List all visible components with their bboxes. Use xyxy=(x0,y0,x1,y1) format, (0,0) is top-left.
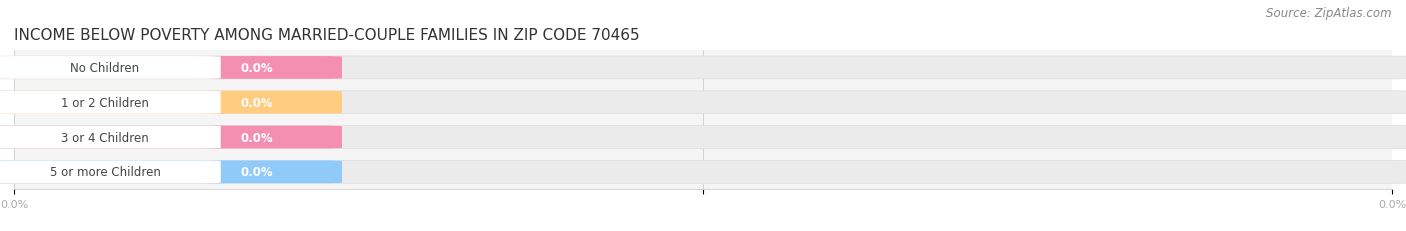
Text: Source: ZipAtlas.com: Source: ZipAtlas.com xyxy=(1267,7,1392,20)
FancyBboxPatch shape xyxy=(0,57,1406,79)
FancyBboxPatch shape xyxy=(0,91,342,114)
FancyBboxPatch shape xyxy=(0,126,221,149)
FancyBboxPatch shape xyxy=(0,161,1406,183)
FancyBboxPatch shape xyxy=(0,57,342,79)
FancyBboxPatch shape xyxy=(0,91,1406,114)
FancyBboxPatch shape xyxy=(0,57,221,79)
Text: 0.0%: 0.0% xyxy=(240,62,273,75)
Text: 0.0%: 0.0% xyxy=(240,96,273,109)
FancyBboxPatch shape xyxy=(0,161,221,183)
Text: No Children: No Children xyxy=(70,62,139,75)
Text: 0.0%: 0.0% xyxy=(240,166,273,179)
Text: INCOME BELOW POVERTY AMONG MARRIED-COUPLE FAMILIES IN ZIP CODE 70465: INCOME BELOW POVERTY AMONG MARRIED-COUPL… xyxy=(14,28,640,43)
FancyBboxPatch shape xyxy=(0,126,342,149)
FancyBboxPatch shape xyxy=(0,126,1406,149)
Text: 0.0%: 0.0% xyxy=(240,131,273,144)
Text: 5 or more Children: 5 or more Children xyxy=(49,166,160,179)
Text: 3 or 4 Children: 3 or 4 Children xyxy=(60,131,149,144)
FancyBboxPatch shape xyxy=(0,91,221,114)
FancyBboxPatch shape xyxy=(0,161,342,183)
Text: 1 or 2 Children: 1 or 2 Children xyxy=(60,96,149,109)
